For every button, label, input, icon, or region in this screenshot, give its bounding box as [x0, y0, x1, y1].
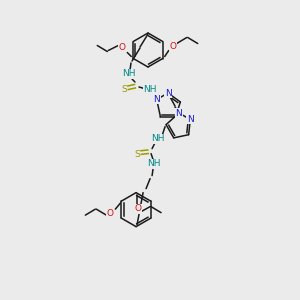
Text: O: O	[135, 204, 142, 213]
Text: NH: NH	[122, 70, 136, 79]
Text: N: N	[165, 88, 171, 98]
Text: N: N	[153, 95, 160, 104]
Text: N: N	[187, 115, 194, 124]
Text: O: O	[119, 43, 126, 52]
Text: NH: NH	[147, 159, 161, 168]
Text: S: S	[134, 150, 140, 159]
Text: O: O	[169, 42, 176, 51]
Text: N: N	[176, 109, 182, 118]
Text: NH: NH	[143, 85, 157, 94]
Text: S: S	[121, 85, 127, 94]
Text: NH: NH	[151, 134, 165, 143]
Text: O: O	[107, 208, 114, 217]
